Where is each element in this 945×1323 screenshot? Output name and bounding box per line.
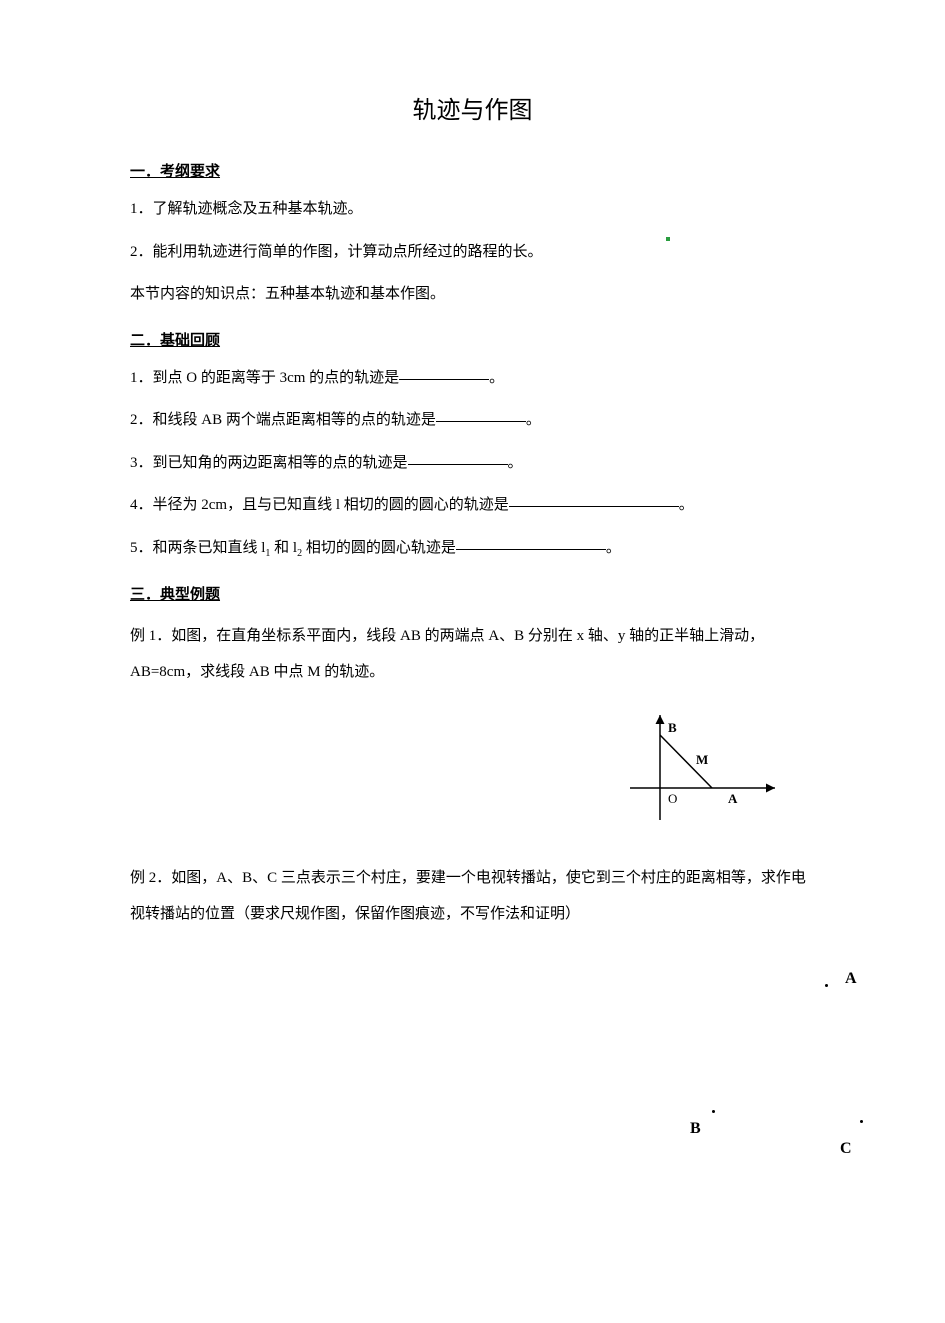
point-C-label: C [840, 1140, 852, 1158]
blank-fill [509, 491, 679, 507]
example1-text: 例 1．如图，在直角坐标系平面内，线段 AB 的两端点 A、B 分别在 x 轴、… [130, 618, 815, 690]
s2-item5-mid2: 相切的圆的圆心轨迹是 [302, 540, 456, 556]
s2-item3-pre: 3．到已知角的两边距离相等的点的轨迹是 [130, 455, 408, 471]
label-B: B [668, 720, 677, 735]
s2-item5-post: 。 [606, 540, 621, 556]
label-M: M [696, 752, 708, 767]
s2-item1: 1．到点 O 的距离等于 3cm 的点的轨迹是 。 [130, 364, 815, 393]
document-page: 轨迹与作图 一．考纲要求 1．了解轨迹概念及五种基本轨迹。 2．能利用轨迹进行简… [0, 0, 945, 1222]
example2-text: 例 2．如图，A、B、C 三点表示三个村庄，要建一个电视转播站，使它到三个村庄的… [130, 860, 815, 932]
section2-heading: 二．基础回顾 [130, 329, 815, 350]
s2-item2-post: 。 [526, 412, 541, 428]
s2-item5-mid1: 和 l [270, 540, 297, 556]
point-C-dot [860, 1120, 863, 1123]
s2-item2-pre: 2．和线段 AB 两个端点距离相等的点的轨迹是 [130, 412, 436, 428]
s2-item3-post: 。 [508, 455, 523, 471]
blank-fill [456, 534, 606, 550]
figure-2-three-points: A B C [550, 962, 850, 1162]
s2-item5: 5．和两条已知直线 l1 和 l2 相切的圆的圆心轨迹是。 [130, 534, 815, 563]
point-B-dot [712, 1110, 715, 1113]
s1-item2: 2．能利用轨迹进行简单的作图，计算动点所经过的路程的长。 [130, 238, 815, 267]
section1-heading-text: 一．考纲要求 [130, 164, 220, 180]
section1-heading: 一．考纲要求 [130, 160, 815, 181]
s2-item1-pre: 1．到点 O 的距离等于 3cm 的点的轨迹是 [130, 370, 399, 386]
s2-item4-pre: 4．半径为 2cm，且与已知直线 l 相切的圆的圆心的轨迹是 [130, 497, 509, 513]
blank-fill [408, 449, 508, 465]
s2-item1-post: 。 [489, 370, 504, 386]
point-B-label: B [690, 1120, 701, 1138]
figure-1-svg: B M O A [630, 710, 790, 830]
s2-item4-post: 。 [679, 497, 694, 513]
s1-item3: 本节内容的知识点：五种基本轨迹和基本作图。 [130, 280, 815, 309]
point-A-label: A [845, 970, 857, 988]
section3-heading-text: 三．典型例题 [130, 587, 220, 603]
s2-item3: 3．到已知角的两边距离相等的点的轨迹是 。 [130, 449, 815, 478]
section3-heading: 三．典型例题 [130, 583, 815, 604]
s2-item2: 2．和线段 AB 两个端点距离相等的点的轨迹是 。 [130, 406, 815, 435]
blank-fill [399, 364, 489, 380]
figure-1-coordinate-axes: B M O A [630, 710, 790, 830]
s1-item1: 1．了解轨迹概念及五种基本轨迹。 [130, 195, 815, 224]
blank-fill [436, 406, 526, 422]
document-title: 轨迹与作图 [130, 90, 815, 125]
label-A: A [728, 791, 738, 806]
label-O: O [668, 791, 677, 806]
s2-item5-pre: 5．和两条已知直线 l [130, 540, 265, 556]
point-A-dot [825, 984, 828, 987]
section2-heading-text: 二．基础回顾 [130, 333, 220, 349]
s2-item4: 4．半径为 2cm，且与已知直线 l 相切的圆的圆心的轨迹是 。 [130, 491, 815, 520]
stray-mark [666, 237, 670, 241]
